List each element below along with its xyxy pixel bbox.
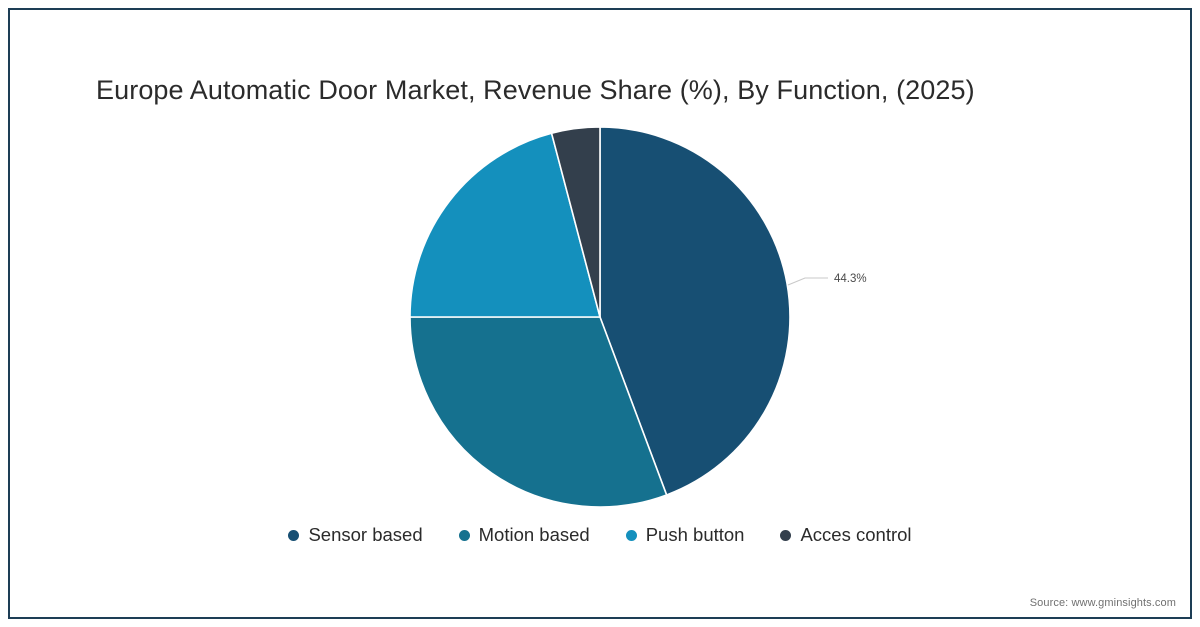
source-attribution: Source: www.gminsights.com xyxy=(1029,597,1176,609)
data-label-sensor-based: 44.3% xyxy=(834,273,867,285)
pie-slices xyxy=(409,126,791,508)
legend-item-sensor-based[interactable]: Sensor based xyxy=(288,524,423,546)
legend-swatch-icon xyxy=(458,529,470,541)
page-title: Europe Automatic Door Market, Revenue Sh… xyxy=(96,75,975,105)
legend-swatch-icon xyxy=(625,529,637,541)
legend-item-label: Push button xyxy=(645,524,745,545)
legend-item-label: Motion based xyxy=(478,524,590,545)
legend-item-motion-based[interactable]: Motion based xyxy=(458,524,590,546)
data-label-leader-line xyxy=(787,277,828,286)
legend-item-label: Acces control xyxy=(800,524,912,545)
legend-item-acces-control[interactable]: Acces control xyxy=(780,524,912,546)
legend-swatch-icon xyxy=(288,529,300,541)
pie-slice-acces-control[interactable] xyxy=(550,126,601,318)
legend-item-push-button[interactable]: Push button xyxy=(625,524,745,546)
pie-slice-push-button[interactable] xyxy=(409,132,601,318)
legend-item-label: Sensor based xyxy=(308,524,423,545)
legend-swatch-icon xyxy=(780,529,792,541)
pie-slice-sensor-based[interactable] xyxy=(599,126,791,496)
pie-slice-motion-based[interactable] xyxy=(409,316,668,508)
chart-legend: Sensor based Motion based Push button Ac… xyxy=(0,524,1200,546)
